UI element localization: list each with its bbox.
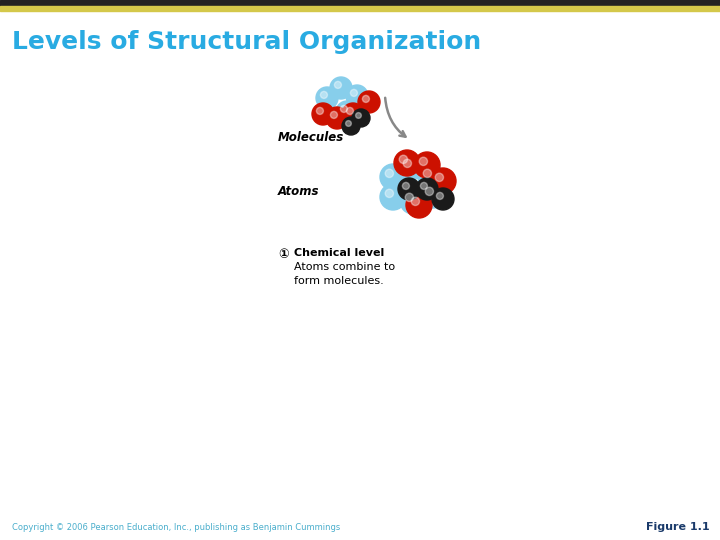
Bar [0,6,720,11]
Circle shape [398,154,424,180]
Circle shape [362,96,369,103]
Circle shape [346,85,368,107]
Circle shape [402,183,410,190]
Circle shape [341,105,348,112]
Circle shape [435,173,444,181]
Circle shape [430,168,456,194]
Circle shape [398,178,420,200]
Circle shape [436,192,444,199]
Circle shape [316,87,338,109]
Circle shape [420,182,446,208]
Circle shape [426,187,433,195]
Circle shape [352,109,370,127]
Text: Copyright © 2006 Pearson Education, Inc., publishing as Benjamin Cummings: Copyright © 2006 Pearson Education, Inc.… [12,523,341,532]
Circle shape [400,188,426,214]
Circle shape [416,178,438,200]
Circle shape [423,169,431,178]
Circle shape [405,193,413,201]
Text: Molecules: Molecules [278,131,344,144]
Bar [0,0,720,6]
Circle shape [351,90,357,97]
Text: Chemical level: Chemical level [294,248,384,258]
Circle shape [326,107,348,129]
Circle shape [414,152,440,178]
Circle shape [385,169,394,178]
Circle shape [418,164,444,190]
Text: Atoms: Atoms [278,185,320,198]
Circle shape [316,107,323,114]
Circle shape [399,155,408,164]
Circle shape [334,82,341,89]
Circle shape [358,91,380,113]
Circle shape [432,188,454,210]
Circle shape [356,113,361,118]
Circle shape [336,101,358,123]
Circle shape [320,91,328,98]
Circle shape [346,120,351,126]
Circle shape [420,183,428,190]
Circle shape [380,184,406,210]
Circle shape [346,107,354,114]
Text: form molecules.: form molecules. [294,276,384,286]
Circle shape [380,164,406,190]
Circle shape [411,197,420,206]
Circle shape [342,103,364,125]
Circle shape [330,77,352,99]
Text: Figure 1.1: Figure 1.1 [647,522,710,532]
Text: Levels of Structural Organization: Levels of Structural Organization [12,30,481,54]
Circle shape [403,159,412,167]
Text: ①: ① [278,248,289,261]
Circle shape [330,111,338,118]
Circle shape [406,192,432,218]
Circle shape [385,189,394,198]
Circle shape [419,157,428,166]
Circle shape [394,150,420,176]
Text: Atoms combine to: Atoms combine to [294,262,395,272]
Circle shape [312,103,334,125]
Circle shape [342,117,360,135]
